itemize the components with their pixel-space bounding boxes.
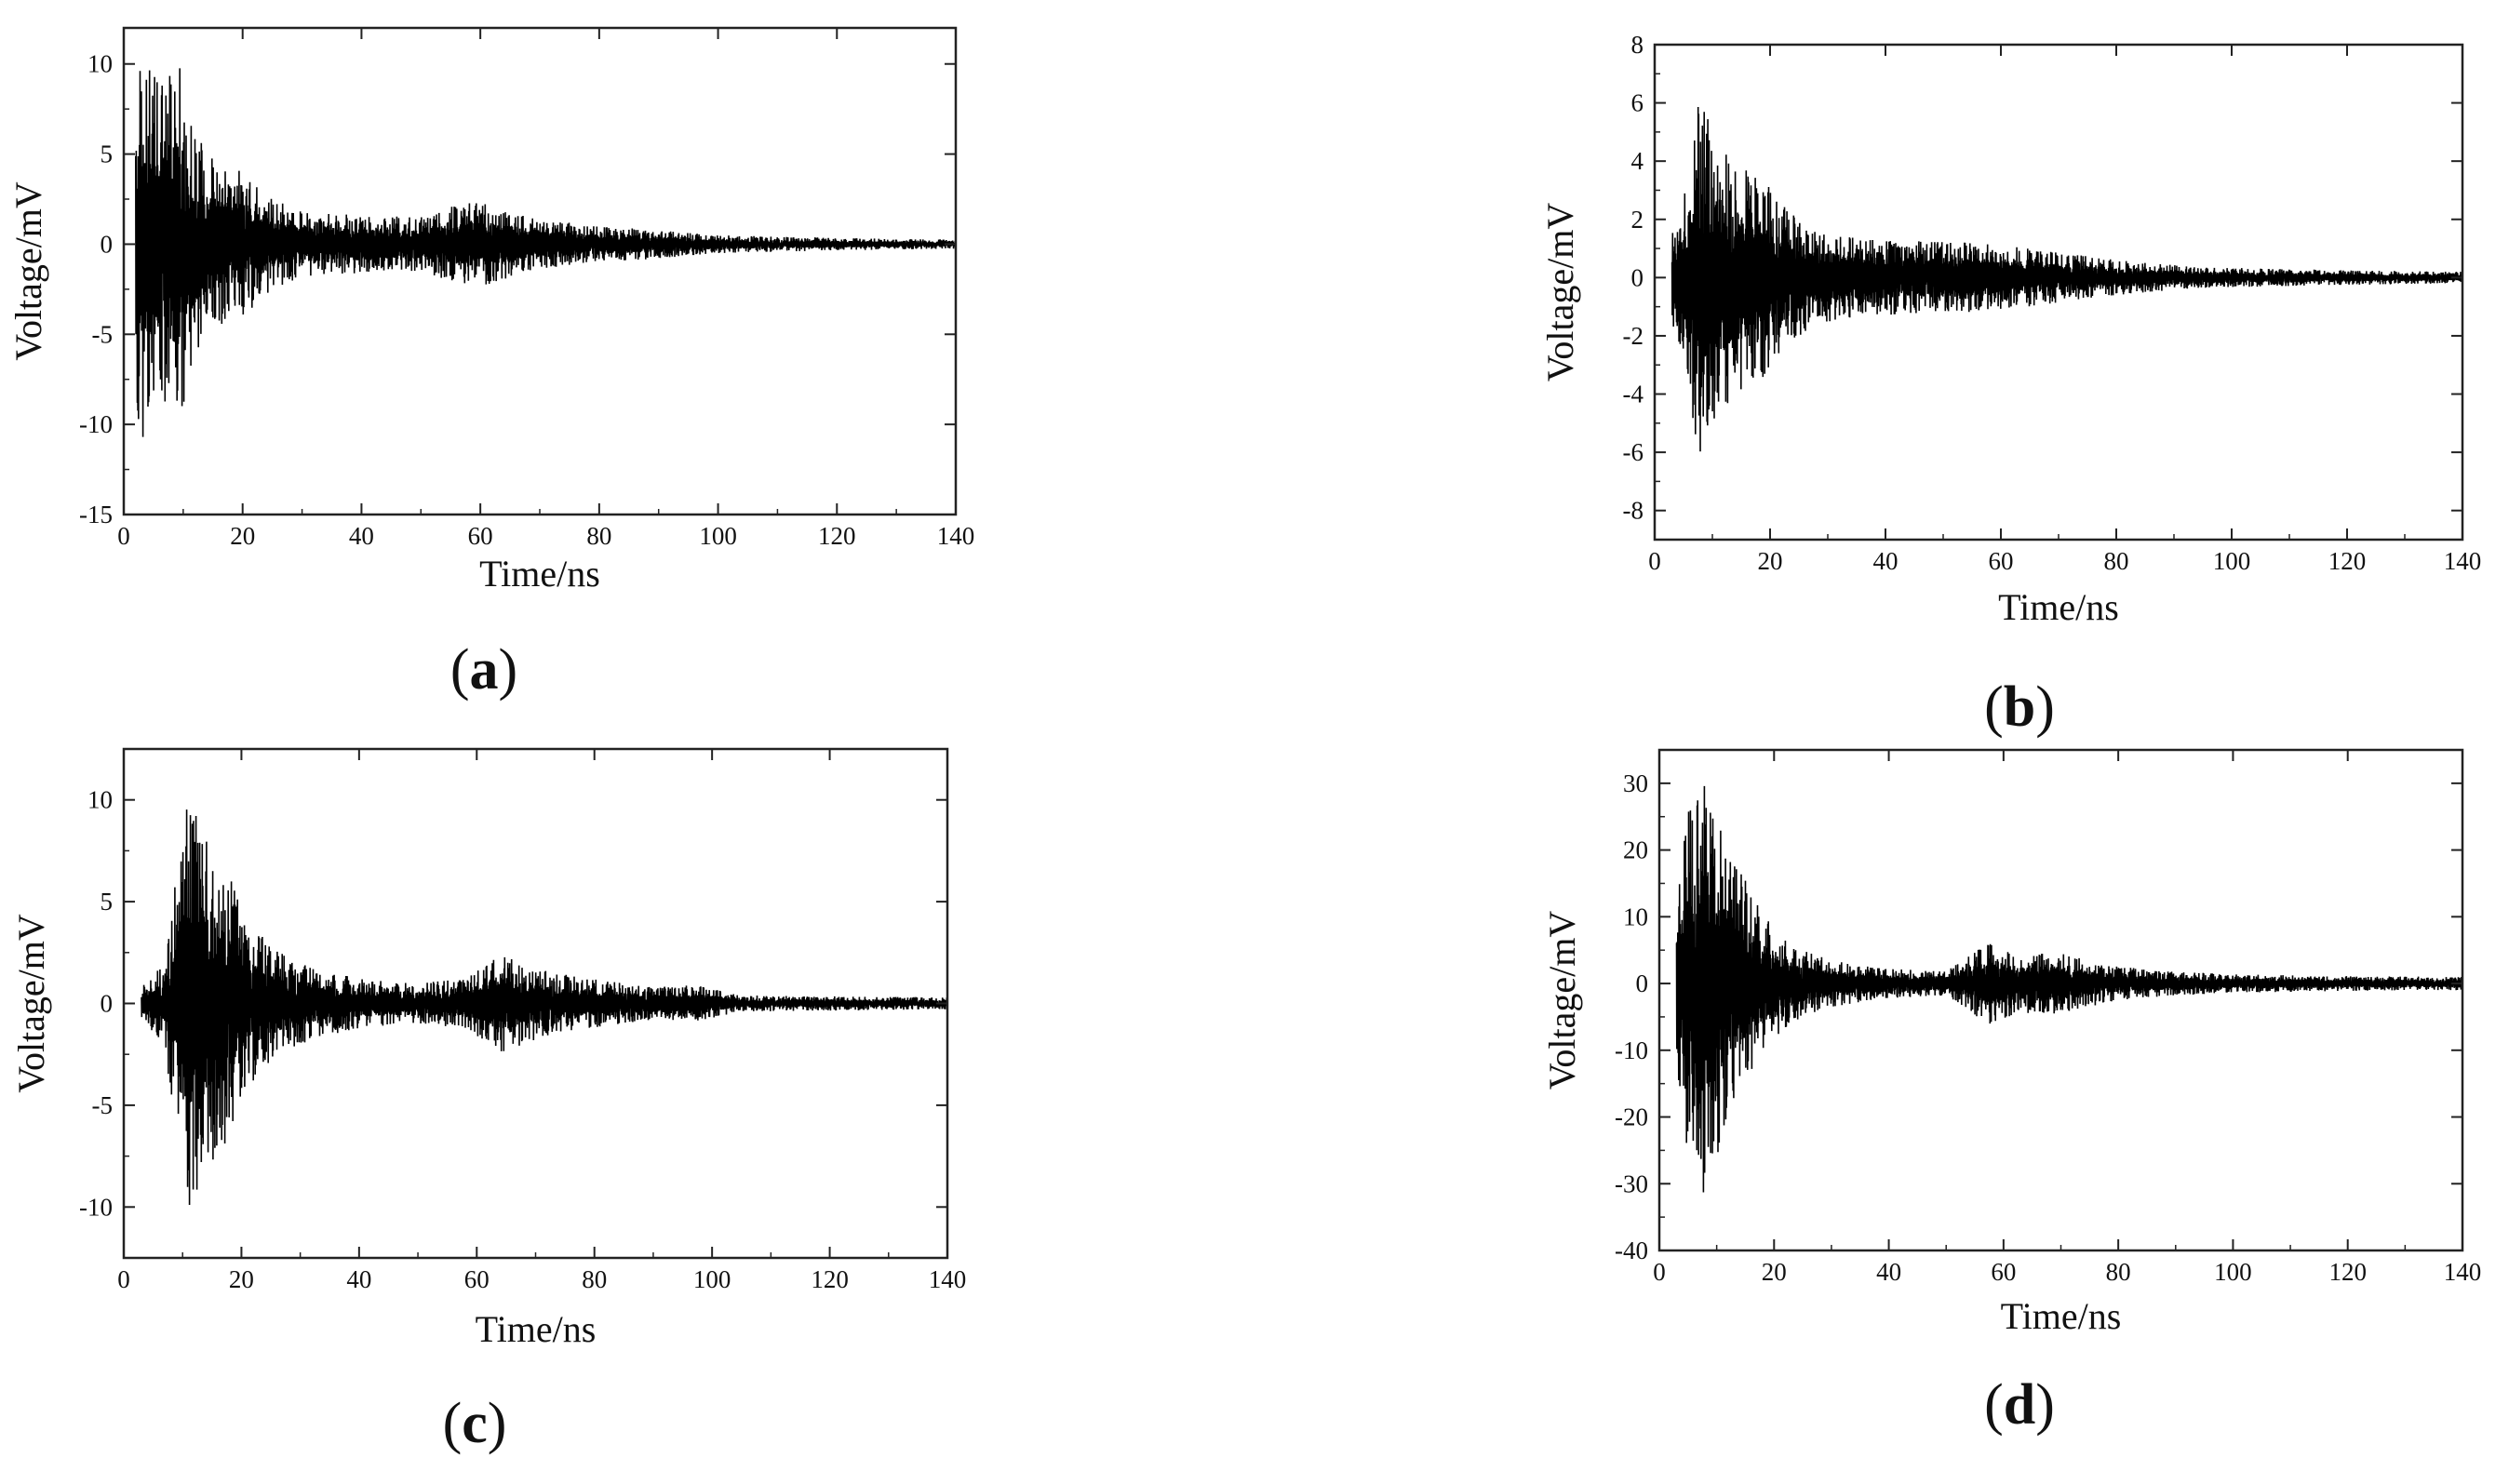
panel-a: 0 20 40 60 80 100 120 140 -15 -10 -5 0 5 10 Time/ns Vol…	[7, 26, 975, 702]
x-tick-label: 60	[468, 522, 493, 550]
panel-c: 0 20 40 60 80 100 120 140 -10 -5 0 5 10 Time/ns Voltag…	[10, 747, 967, 1455]
x-tick-label: 60	[1991, 1258, 2016, 1286]
panel-caption: (b)	[1984, 675, 2055, 739]
x-tick-label: 120	[2328, 1258, 2367, 1286]
x-tick-label: 120	[2328, 547, 2367, 575]
x-tick-label: 100	[2214, 1258, 2252, 1286]
caption-open-paren: (	[1984, 1373, 2004, 1437]
x-tick-label: 140	[2444, 1258, 2482, 1286]
caption-letter: d	[2004, 1373, 2035, 1437]
caption-close-paren: )	[2035, 1373, 2055, 1437]
caption-close-paren: )	[2035, 675, 2055, 739]
y-tick-label: 0	[101, 990, 114, 1018]
x-tick-label: 40	[346, 1265, 371, 1293]
y-tick-label: 0	[101, 230, 114, 258]
y-axis-title: Voltage/mV	[1541, 911, 1583, 1090]
y-tick-label: 10	[1623, 902, 1648, 930]
signal-trace	[1675, 785, 2463, 1193]
caption-letter: b	[2004, 675, 2035, 739]
y-tick-label: -10	[79, 1193, 113, 1221]
y-tick-label: 2	[1631, 206, 1644, 234]
y-tick-label: 10	[87, 786, 113, 814]
x-axis-title: Time/ns	[479, 553, 600, 595]
y-tick-label: -5	[92, 320, 114, 348]
x-tick-label: 20	[230, 522, 255, 550]
panel-d: 0 20 40 60 80 100 120 140 -40 -30 -20 -10 0 10 20 30 Tim…	[1541, 748, 2482, 1437]
x-tick-label: 80	[2104, 547, 2129, 575]
y-tick-label: 20	[1623, 836, 1648, 864]
x-tick-label: 140	[2444, 547, 2482, 575]
x-tick-label: 60	[464, 1265, 490, 1293]
y-tick-label: -2	[1623, 322, 1644, 350]
x-tick-label: 40	[1873, 547, 1899, 575]
x-tick-label: 20	[1762, 1258, 1787, 1286]
x-tick-label: 0	[1648, 547, 1661, 575]
x-tick-label: 140	[929, 1265, 967, 1293]
y-tick-label: -5	[92, 1091, 114, 1119]
y-tick-label: -40	[1615, 1237, 1648, 1264]
x-axis-title: Time/ns	[476, 1308, 597, 1350]
x-tick-label: 0	[117, 1265, 130, 1293]
caption-open-paren: (	[450, 638, 470, 702]
caption-open-paren: (	[443, 1392, 463, 1455]
x-tick-label: 40	[1876, 1258, 1901, 1286]
y-tick-label: -10	[79, 410, 113, 438]
y-tick-label: 4	[1631, 147, 1644, 175]
x-axis-title: Time/ns	[2001, 1295, 2122, 1337]
x-tick-label: 80	[586, 522, 611, 550]
x-tick-label: 120	[818, 522, 856, 550]
signal-trace	[1670, 106, 2463, 452]
y-axis-title: Voltage/mV	[10, 914, 52, 1093]
signal-trace	[141, 809, 948, 1206]
caption-close-paren: )	[488, 1392, 507, 1455]
caption-open-paren: (	[1984, 675, 2004, 739]
y-tick-label: -4	[1623, 381, 1644, 408]
y-tick-label: 0	[1636, 969, 1649, 997]
y-axis-title: Voltage/mV	[1539, 203, 1581, 382]
y-tick-label: 6	[1631, 89, 1644, 117]
x-tick-label: 80	[2106, 1258, 2131, 1286]
y-tick-label: -15	[79, 501, 113, 528]
x-tick-label: 120	[811, 1265, 849, 1293]
y-tick-label: -10	[1615, 1036, 1648, 1064]
panel-caption: (c)	[443, 1392, 507, 1455]
caption-letter: a	[470, 638, 499, 702]
x-axis-title: Time/ns	[1998, 586, 2119, 628]
panel-caption: (a)	[450, 638, 517, 702]
y-tick-label: 30	[1623, 769, 1648, 797]
y-axis-title: Voltage/mV	[7, 181, 49, 361]
caption-letter: c	[462, 1392, 488, 1455]
x-tick-label: 140	[937, 522, 975, 550]
x-tick-label: 100	[2213, 547, 2251, 575]
x-tick-label: 80	[582, 1265, 607, 1293]
x-tick-label: 0	[117, 522, 130, 550]
y-tick-label: 10	[87, 50, 113, 78]
x-tick-label: 20	[1758, 547, 1783, 575]
x-tick-label: 0	[1653, 1258, 1666, 1286]
caption-close-paren: )	[499, 638, 518, 702]
y-tick-label: 0	[1631, 263, 1644, 291]
y-tick-label: -8	[1623, 497, 1644, 525]
panel-caption: (d)	[1984, 1373, 2055, 1437]
x-tick-label: 100	[693, 1265, 731, 1293]
x-tick-label: 40	[349, 522, 374, 550]
x-tick-label: 60	[1989, 547, 2014, 575]
y-tick-label: 8	[1631, 31, 1644, 59]
signal-trace	[135, 68, 957, 437]
y-tick-label: 5	[101, 140, 114, 168]
y-tick-label: 5	[101, 888, 114, 916]
y-tick-label: -20	[1615, 1103, 1648, 1131]
x-tick-label: 20	[229, 1265, 254, 1293]
panel-b: 0 20 40 60 80 100 120 140 -8 -6 -4 -2 0 2 4 6 8 Time/ns Vo…	[1539, 31, 2481, 739]
y-tick-label: -30	[1615, 1170, 1648, 1197]
x-tick-label: 100	[699, 522, 737, 550]
y-tick-label: -6	[1623, 438, 1644, 466]
